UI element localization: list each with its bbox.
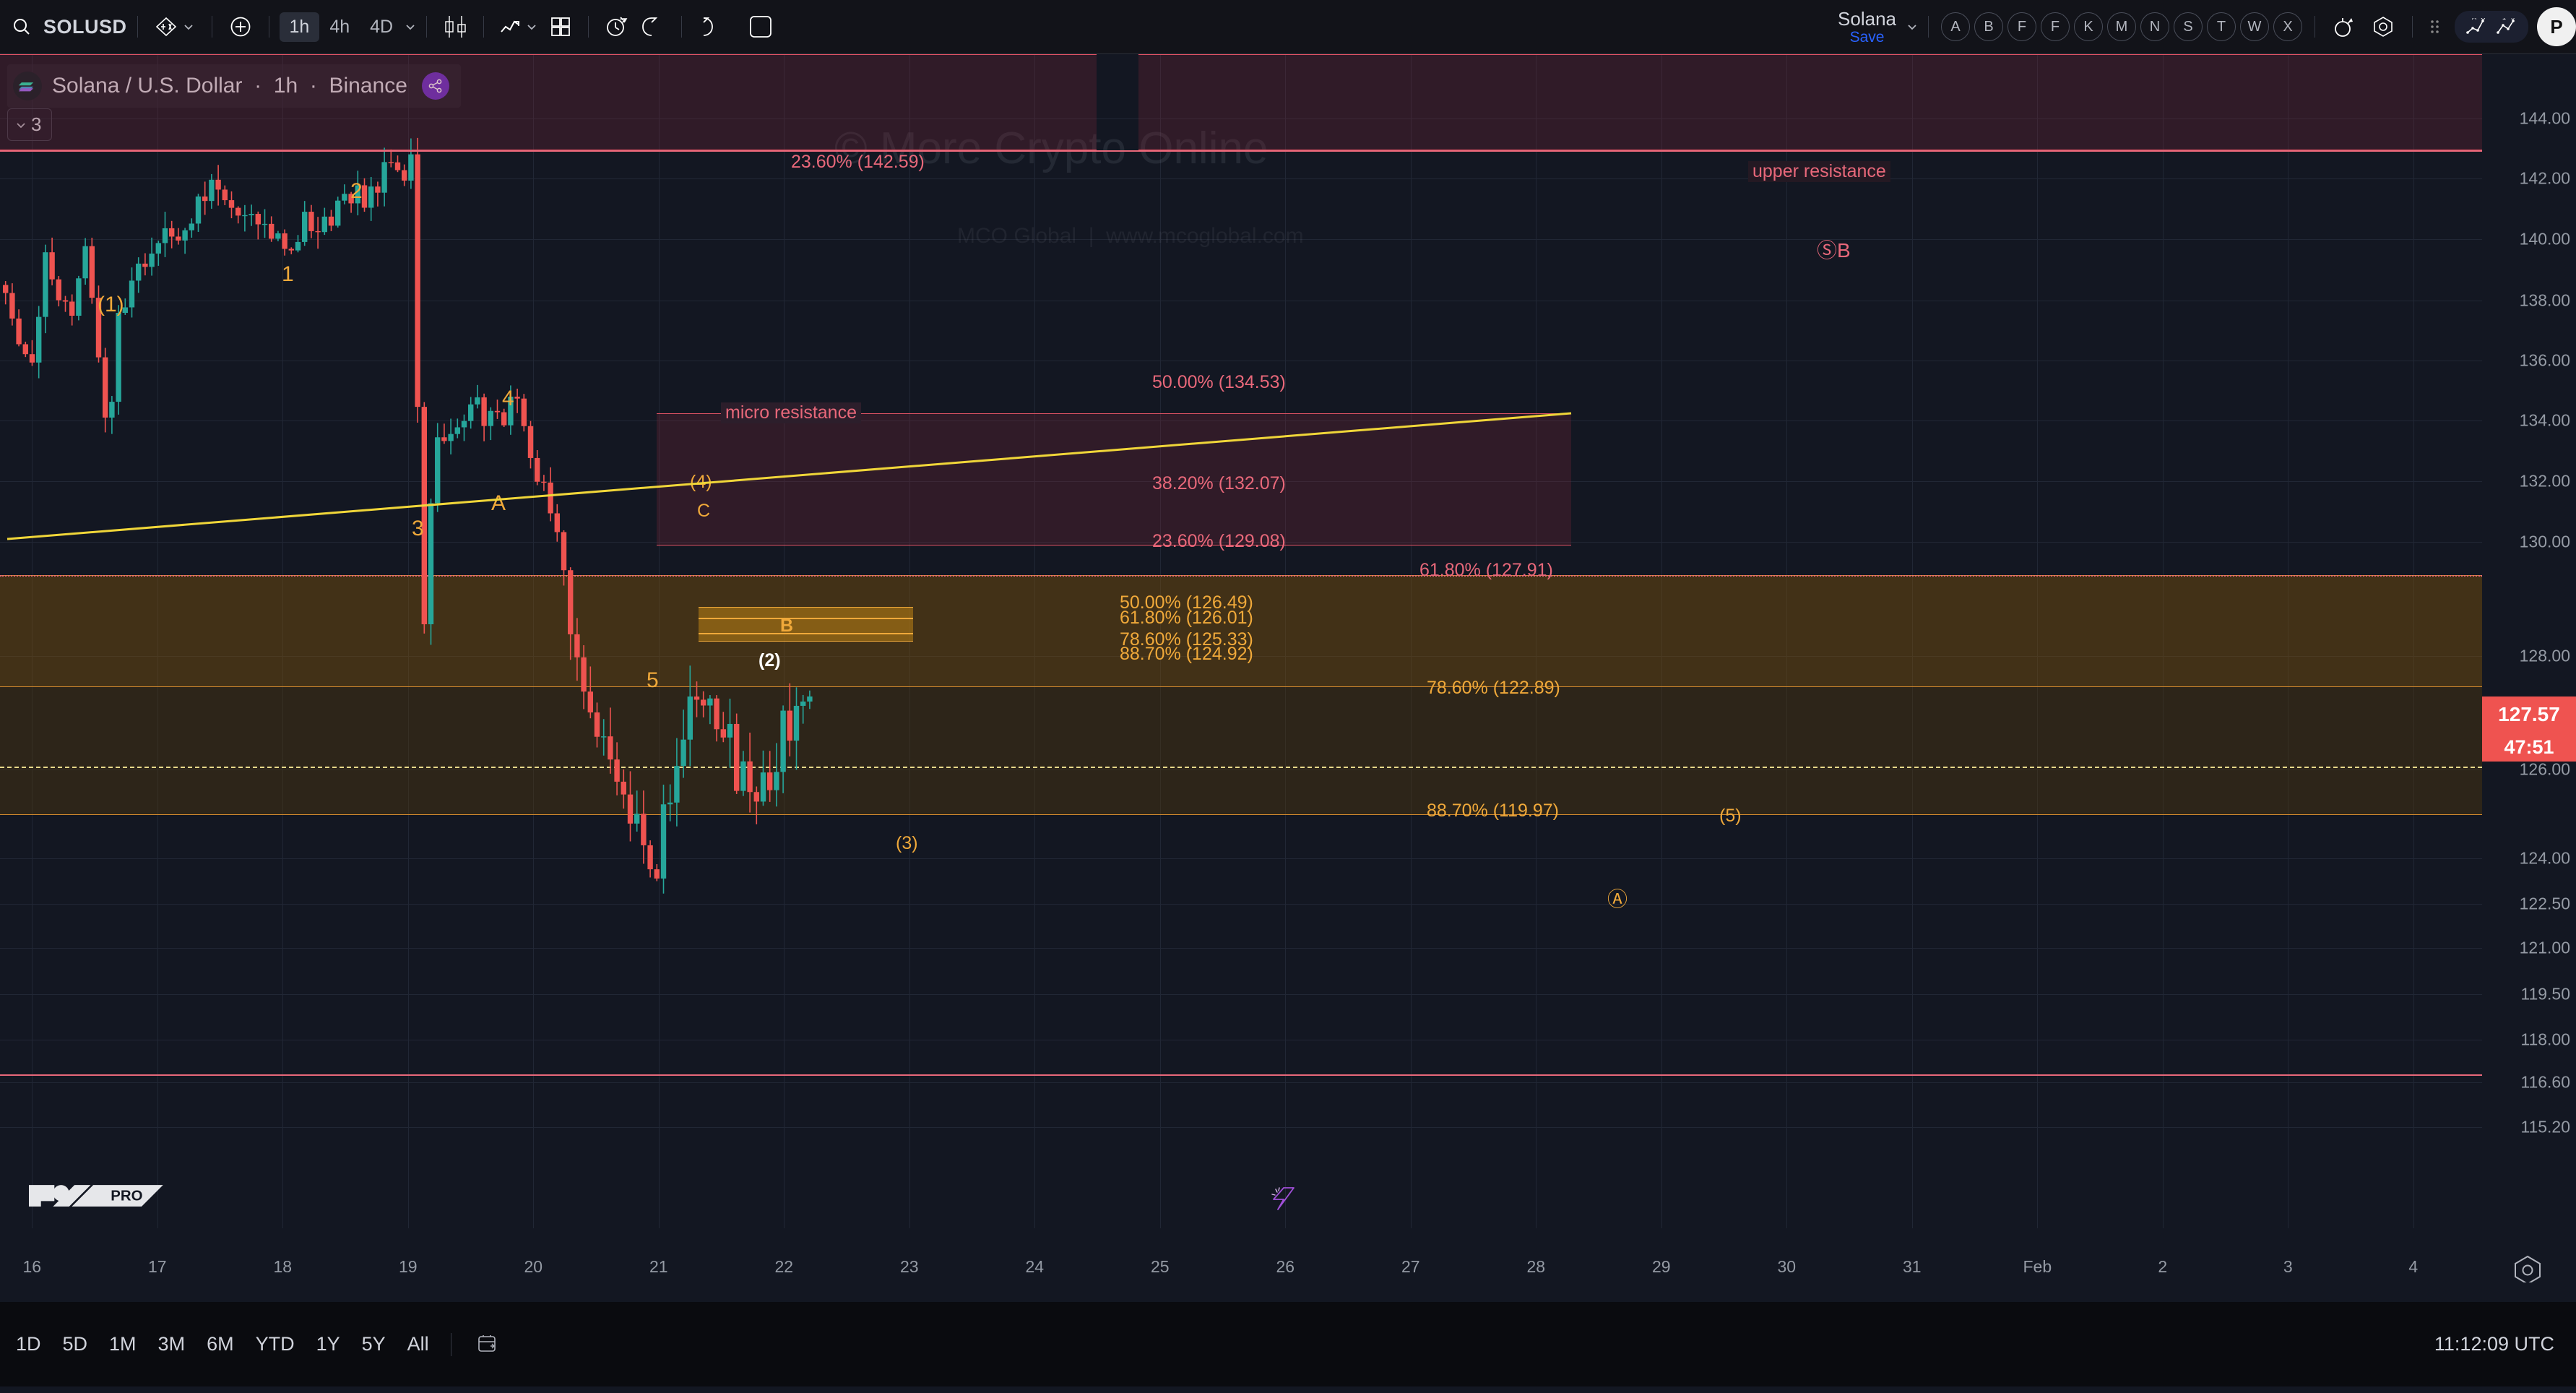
svg-text:PRO: PRO xyxy=(111,1189,142,1204)
svg-text:C: C xyxy=(2481,18,2486,21)
svg-text:A: A xyxy=(2472,18,2476,21)
svg-text:1: 1 xyxy=(2502,18,2506,21)
svg-text:5: 5 xyxy=(2511,18,2515,21)
